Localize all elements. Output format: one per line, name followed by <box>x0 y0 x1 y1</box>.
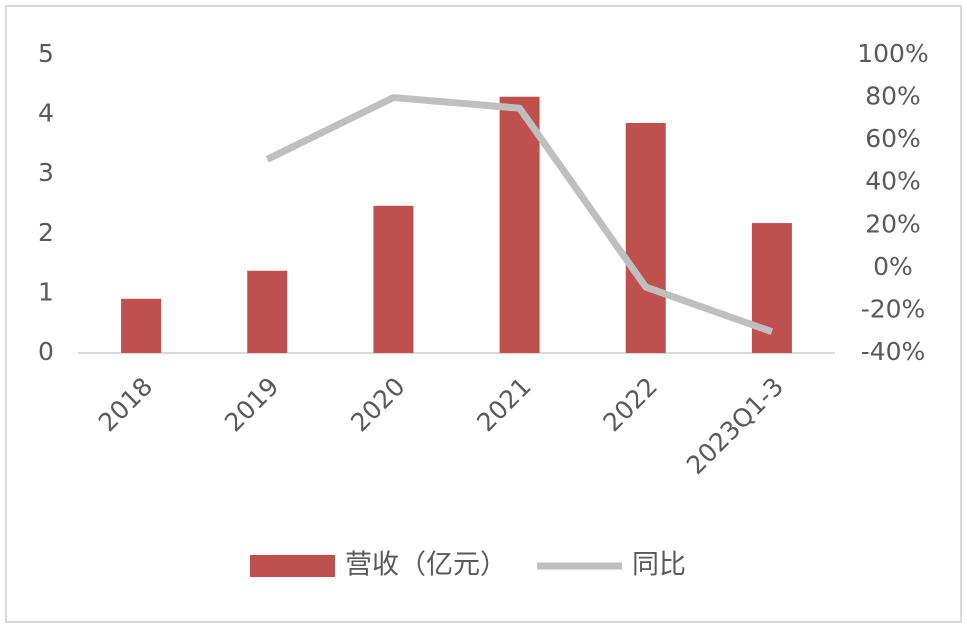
y-tick-label: 4 <box>38 99 54 128</box>
y-tick-label: 3 <box>38 158 54 187</box>
y2-tick-label: -20% <box>861 294 926 323</box>
y2-tick-label: 100% <box>857 39 928 68</box>
y-tick-label: 5 <box>38 39 54 68</box>
y-tick-label: 2 <box>38 218 54 247</box>
legend-swatch <box>250 555 335 577</box>
bar <box>499 96 540 353</box>
y-tick-label: 1 <box>38 277 54 306</box>
legend-label: 同比 <box>632 550 686 581</box>
legend-label: 营收（亿元） <box>345 550 507 581</box>
y2-tick-label: 80% <box>865 82 921 111</box>
y2-tick-label: 40% <box>865 167 921 196</box>
y2-tick-label: -40% <box>861 337 926 366</box>
bar <box>247 270 288 353</box>
line <box>265 94 774 336</box>
bar <box>373 205 414 353</box>
y-tick-label: 0 <box>38 337 54 366</box>
bar <box>121 298 162 353</box>
y2-tick-label: 0% <box>873 252 913 281</box>
bar <box>625 122 666 353</box>
y2-tick-label: 60% <box>865 124 921 153</box>
y2-tick-label: 20% <box>865 209 921 238</box>
bar <box>751 223 792 353</box>
